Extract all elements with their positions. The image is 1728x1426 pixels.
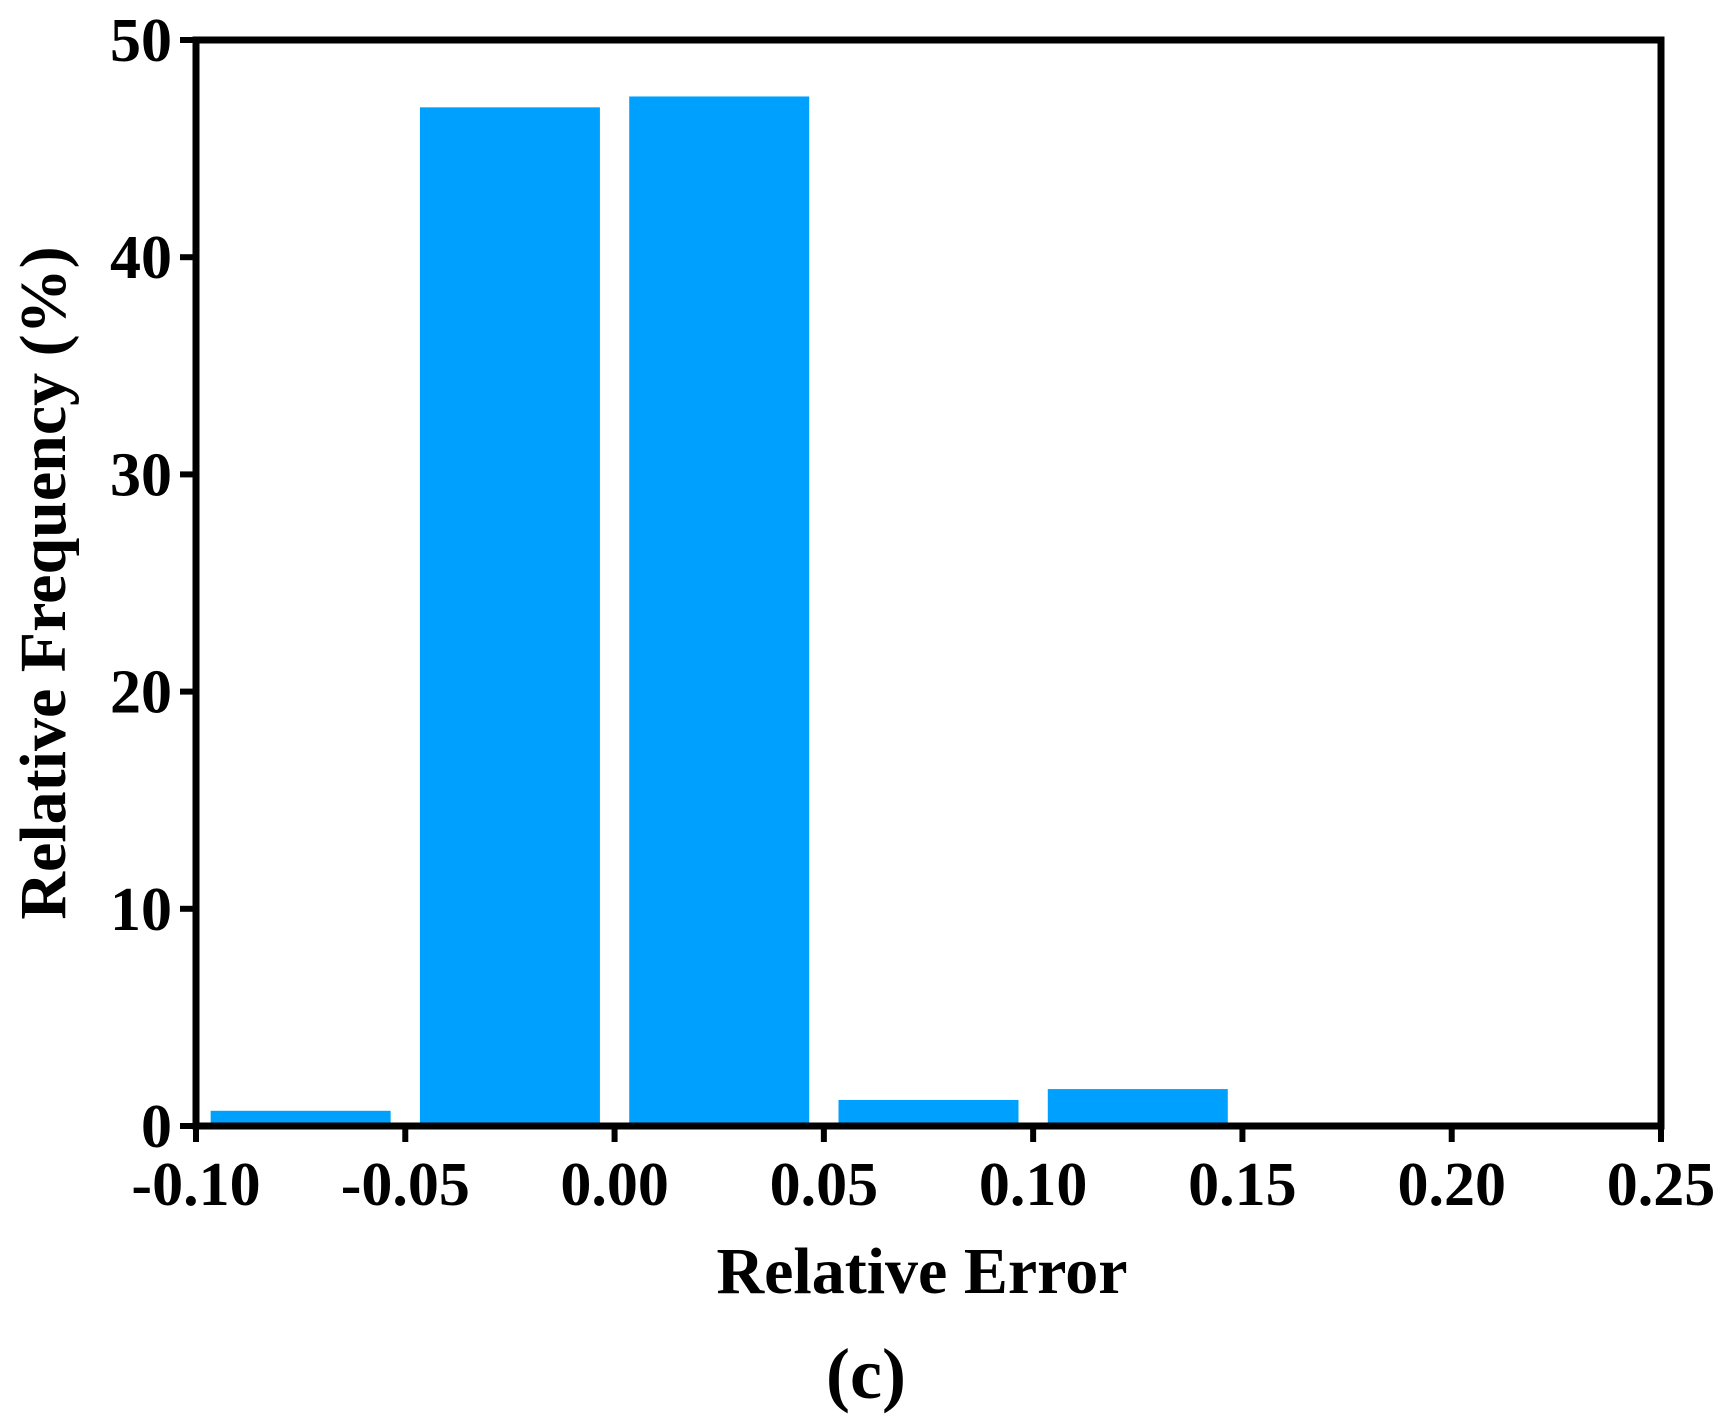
y-tick-label: 40 (110, 224, 172, 292)
y-tick-label: 50 (110, 7, 172, 75)
y-axis: 0 10 20 30 40 50 (110, 7, 196, 1161)
x-tick-label: 0.15 (1188, 1151, 1297, 1219)
bars-layer (210, 96, 1647, 1126)
panel-label: (c) (826, 1334, 906, 1414)
x-tick-label: 0.10 (979, 1151, 1088, 1219)
x-tick-label: -0.10 (131, 1151, 260, 1219)
y-tick-label: 30 (110, 441, 172, 509)
bar-3 (838, 1099, 1019, 1126)
x-axis-title: Relative Error (716, 1235, 1127, 1308)
bar-4 (1047, 1089, 1228, 1126)
bar-1 (419, 107, 600, 1126)
x-tick-label: 0.00 (560, 1151, 669, 1219)
x-tick-label: -0.05 (341, 1151, 470, 1219)
y-tick-label: 20 (110, 659, 172, 727)
y-axis-title: Relative Frequency (%) (7, 246, 80, 919)
bar-0 (210, 1110, 391, 1126)
plot-frame (192, 36, 1665, 1130)
y-tick-label: 0 (141, 1093, 172, 1161)
bar-2 (629, 96, 810, 1126)
y-tick-label: 10 (110, 876, 172, 944)
x-tick-label: 0.25 (1607, 1151, 1716, 1219)
x-tick-label: 0.20 (1397, 1151, 1506, 1219)
x-tick-label: 0.05 (770, 1151, 879, 1219)
x-axis: -0.10 -0.05 0.00 0.05 0.10 0.15 0.20 0.25 (131, 1126, 1715, 1219)
